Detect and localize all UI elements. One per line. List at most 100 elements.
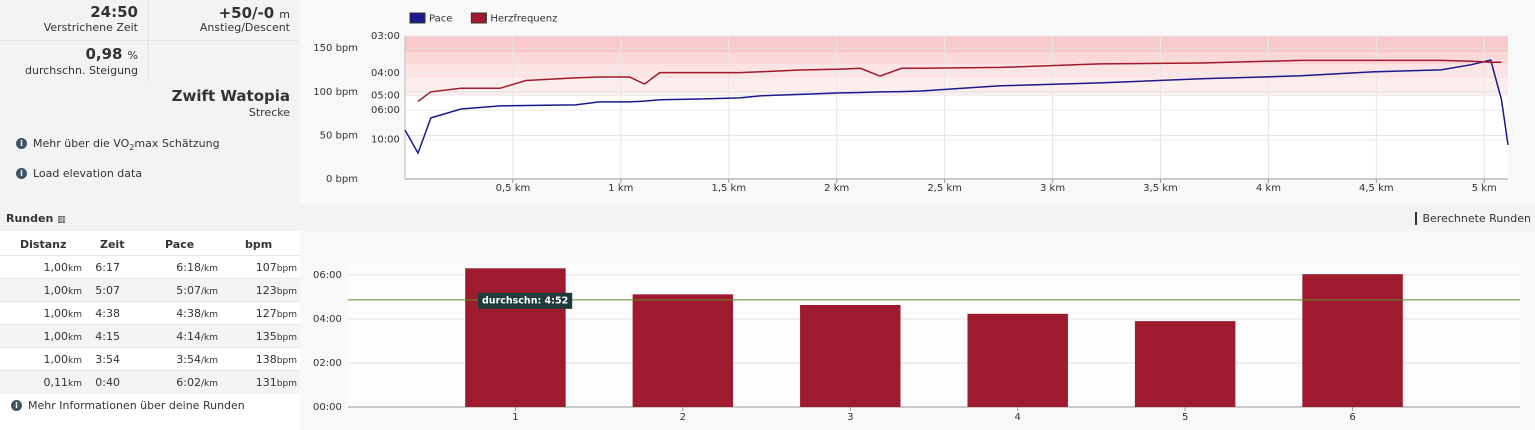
stat-label: Verstrichene Zeit bbox=[43, 21, 138, 34]
y2-tick-label: 06:00 bbox=[371, 105, 400, 116]
info-icon: i bbox=[16, 138, 27, 149]
stat-unit: % bbox=[127, 49, 138, 62]
legend-swatch bbox=[409, 12, 426, 24]
y-tick-label: 04:00 bbox=[313, 314, 342, 325]
lap-cell: 6:18/km bbox=[176, 261, 218, 274]
value: 135 bbox=[255, 330, 277, 343]
lap-cell: 4:38 bbox=[95, 307, 120, 320]
elevation-link[interactable]: i Load elevation data bbox=[16, 167, 142, 180]
lap-row: 1,00km 5:07 5:07/km 123bpm bbox=[0, 278, 300, 302]
unit: km bbox=[68, 333, 82, 343]
stat-label: Anstieg/Descent bbox=[199, 21, 290, 34]
stat-value-row: +50/-0 m bbox=[219, 3, 290, 22]
y-tick-label: 00:00 bbox=[313, 402, 342, 413]
unit: km bbox=[68, 310, 82, 320]
pace-hr-chart: 0 bpm 50 bpm 100 bpm 150 bpm 03:00 04:00 05:00… bbox=[300, 0, 1535, 205]
lap-cell: 131bpm bbox=[256, 376, 297, 389]
x-tick-label: 2,5 km bbox=[927, 183, 962, 194]
unit: bpm bbox=[276, 379, 297, 389]
unit: /km bbox=[200, 264, 218, 274]
calculated-laps[interactable]: Berechnete Runden bbox=[1415, 212, 1531, 225]
stat-box: +50/-0 m Anstieg/Descent bbox=[150, 0, 298, 41]
x-tick-label: 0,5 km bbox=[496, 183, 531, 194]
unit: km bbox=[68, 356, 82, 366]
stat-box: 0,98 % durchschn. Steigung bbox=[0, 41, 149, 81]
vo2max-link[interactable]: i Mehr über die VO2max Schätzung bbox=[16, 137, 220, 152]
link-text: Mehr über die VO bbox=[33, 137, 130, 150]
lap-row: 0,11km 0:40 6:02/km 131bpm bbox=[0, 370, 300, 394]
x-tick-label: 2 km bbox=[824, 183, 849, 194]
y2-tick-label: 03:00 bbox=[371, 31, 400, 42]
y-tick-label: 150 bpm bbox=[313, 43, 358, 54]
laps-header: Runden ▥ Berechnete Runden bbox=[0, 205, 1535, 231]
column-header: Pace bbox=[165, 238, 195, 251]
value: 4:14 bbox=[176, 330, 201, 343]
stat-value: 24:50 bbox=[90, 3, 138, 21]
y-tick-label: 0 bpm bbox=[326, 174, 358, 185]
lap-row: 1,00km 6:17 6:18/km 107bpm bbox=[0, 255, 300, 279]
lap-row: 1,00km 4:15 4:14/km 135bpm bbox=[0, 324, 300, 348]
value: 3:54 bbox=[176, 353, 201, 366]
unit: km bbox=[68, 264, 82, 274]
unit: /km bbox=[200, 287, 218, 297]
lap-cell: 5:07/km bbox=[176, 284, 218, 297]
unit: km bbox=[68, 379, 82, 389]
x-tick-label: 1 bbox=[512, 412, 518, 423]
value: 6:02 bbox=[176, 376, 201, 389]
value: 1,00 bbox=[43, 330, 69, 343]
value: 6:17 bbox=[95, 261, 120, 274]
lap-cell: 138bpm bbox=[256, 353, 297, 366]
lap-cell: 107bpm bbox=[256, 261, 297, 274]
bar bbox=[967, 313, 1068, 407]
column-header: bpm bbox=[245, 238, 273, 251]
unit: bpm bbox=[276, 287, 297, 297]
lap-cell: 4:14/km bbox=[176, 330, 218, 343]
column-header: Distanz bbox=[20, 238, 67, 251]
value: 3:54 bbox=[95, 353, 120, 366]
lap-cell: 123bpm bbox=[256, 284, 297, 297]
y2-tick-label: 04:00 bbox=[371, 68, 400, 79]
info-icon: i bbox=[16, 168, 27, 179]
average-label-text: durchschn: 4:52 bbox=[482, 295, 568, 306]
info-icon: i bbox=[11, 400, 22, 411]
lap-cell: 1,00km bbox=[44, 284, 82, 297]
lap-cell: 6:02/km bbox=[176, 376, 218, 389]
lap-cell: 4:38/km bbox=[176, 307, 218, 320]
value: 1,00 bbox=[43, 261, 69, 274]
unit: km bbox=[68, 287, 82, 297]
average-label: durchschn: 4:52 bbox=[478, 292, 573, 309]
lap-cell: 5:07 bbox=[95, 284, 120, 297]
x-tick-label: 4 bbox=[1015, 412, 1021, 423]
legend-label: Pace bbox=[429, 14, 452, 25]
value: 5:07 bbox=[176, 284, 201, 297]
laps-table: Distanz Zeit Pace bpm 1,00km 6:17 6:18/km 107bp… bbox=[0, 233, 300, 430]
link-text: Load elevation data bbox=[33, 167, 143, 180]
x-tick-label: 3 bbox=[847, 412, 853, 423]
stat-value: +50/-0 bbox=[218, 4, 275, 22]
stat-value: Zwift Watopia bbox=[171, 87, 290, 105]
average-label-bg bbox=[478, 292, 573, 309]
link-text: max Schätzung bbox=[134, 137, 220, 150]
value: 127 bbox=[255, 307, 277, 320]
chart-icon: ▥ bbox=[57, 215, 66, 225]
unit: /km bbox=[200, 379, 218, 389]
bar bbox=[1134, 321, 1236, 407]
y-tick-label: 06:00 bbox=[313, 270, 342, 281]
stat-value: 0,98 bbox=[85, 45, 123, 63]
x-tick-label: 2 bbox=[680, 412, 686, 423]
unit: /km bbox=[200, 356, 218, 366]
zone-band bbox=[405, 78, 1508, 95]
unit: /km bbox=[200, 310, 218, 320]
lap-cell: 0:40 bbox=[95, 376, 120, 389]
unit: /km bbox=[200, 333, 218, 343]
legend-label: Herzfrequenz bbox=[490, 14, 557, 25]
value: 6:18 bbox=[176, 261, 201, 274]
left-panel: 24:50 Verstrichene Zeit +50/-0 m Anstieg… bbox=[0, 0, 300, 205]
value: 1,00 bbox=[43, 307, 69, 320]
laps-info-link[interactable]: i Mehr Informationen über deine Runden bbox=[11, 399, 245, 412]
y2-tick-label: 10:00 bbox=[371, 135, 400, 146]
x-tick-label: 6 bbox=[1349, 412, 1355, 423]
lap-cell: 6:17 bbox=[95, 261, 120, 274]
lap-cell: 1,00km bbox=[44, 261, 82, 274]
